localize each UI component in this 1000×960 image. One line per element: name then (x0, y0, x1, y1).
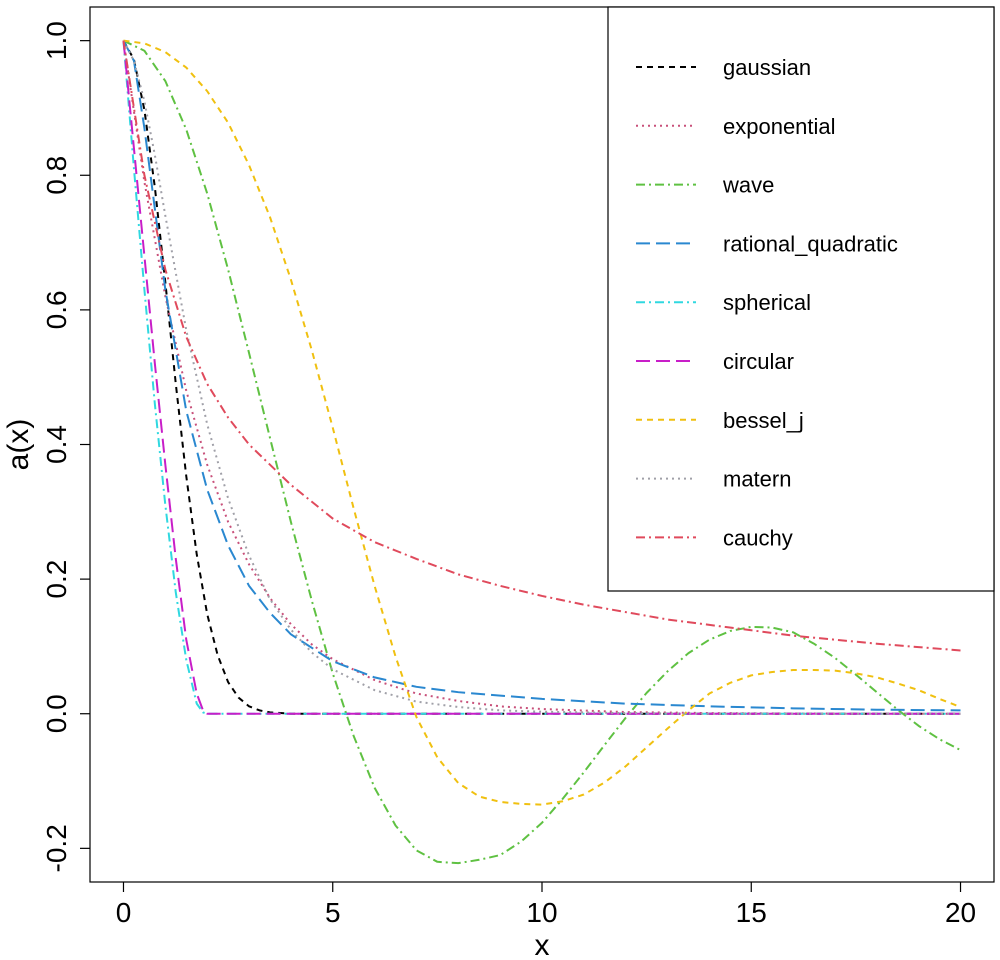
axes-layer: 0 5 10 15 20 -0.2 0.0 0.2 0.4 0.6 0.8 1.0 (41, 21, 976, 928)
legend-label: bessel_j (723, 408, 804, 433)
x-tick-label: 15 (736, 897, 767, 928)
series-line-rational-quadratic (122, 40, 961, 712)
legend: gaussian exponential wave rational_quadrati… (607, 6, 995, 592)
y-tick-label: 0.6 (41, 290, 72, 329)
y-tick-label: 0.0 (41, 694, 72, 733)
legend-label: exponential (723, 114, 836, 139)
legend-label: gaussian (723, 55, 811, 80)
legend-label: spherical (723, 290, 811, 315)
y-tick-label: 1.0 (41, 21, 72, 60)
y-tick-label: 0.8 (41, 156, 72, 195)
x-tick-label: 10 (526, 897, 557, 928)
legend-label: circular (723, 349, 794, 374)
legend-label: wave (722, 173, 774, 198)
x-tick-label: 5 (325, 897, 341, 928)
series-line-wave (123, 39, 961, 865)
y-tick-label: 0.2 (41, 560, 72, 599)
series-line-circular (122, 40, 961, 715)
legend-label: cauchy (723, 525, 793, 550)
series-line-cauchy (122, 40, 961, 652)
series-line-matern (122, 40, 961, 715)
y-tick-label: 0.4 (41, 425, 72, 464)
series-line-bessel-j (123, 39, 961, 806)
x-tick-label: 0 (116, 897, 132, 928)
x-tick-label: 20 (945, 897, 976, 928)
x-axis-title: x (535, 929, 550, 960)
series-layer (122, 39, 961, 865)
y-tick-label: -0.2 (41, 824, 72, 872)
y-axis-title: a(x) (2, 419, 35, 471)
legend-label: matern (723, 467, 791, 492)
legend-label: rational_quadratic (723, 231, 898, 256)
legend-box (607, 6, 995, 592)
